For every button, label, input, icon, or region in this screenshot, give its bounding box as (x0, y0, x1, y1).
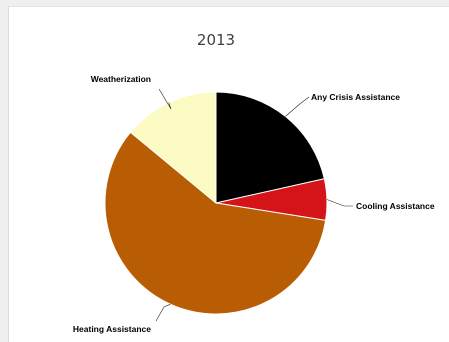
slice-labels: Any Crisis Assistance Cooling Assistance H… (73, 74, 435, 334)
slice-label-cooling-assistance: Cooling Assistance (356, 201, 435, 211)
chart-panel: 2013 Any Crisis Assistance Cooling Assist… (8, 6, 449, 342)
pie-chart: 2013 Any Crisis Assistance Cooling Assist… (73, 31, 435, 334)
connector-cooling-assistance (326, 199, 353, 207)
pie-slices (104, 91, 328, 315)
label-connectors (155, 88, 353, 322)
slice-label-weatherization: Weatherization (91, 74, 151, 84)
chart-title: 2013 (197, 31, 235, 49)
pie-slice-heating-assistance (104, 131, 327, 315)
slice-label-heating-assistance: Heating Assistance (73, 324, 151, 334)
connector-any-crisis-assistance (285, 96, 310, 117)
connector-heating-assistance (155, 303, 171, 322)
connector-weatherization (158, 88, 172, 110)
slice-label-any-crisis-assistance: Any Crisis Assistance (311, 92, 400, 102)
